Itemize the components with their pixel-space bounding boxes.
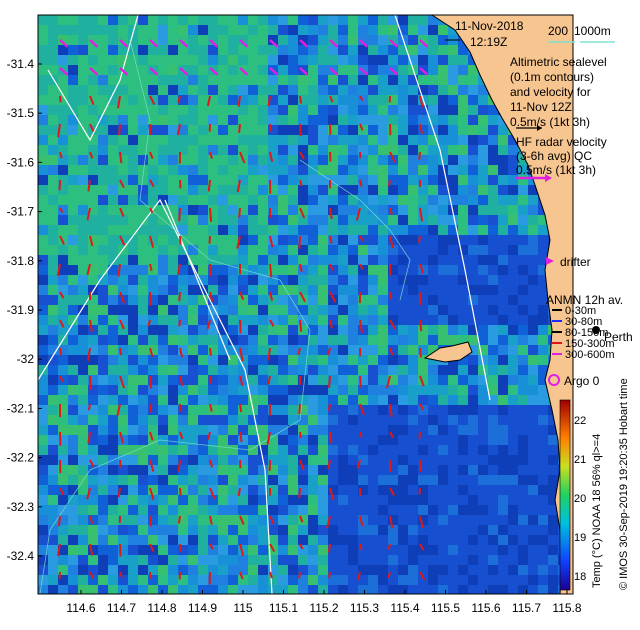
- anmn-entry-label: 300-600m: [565, 349, 615, 361]
- colorbar-tick: 19: [574, 532, 586, 544]
- hf-legend-line: 0.5m/s (1kt 3h): [516, 163, 596, 177]
- argo-label: Argo 0: [564, 374, 600, 388]
- anmn-entry-label: 150-300m: [565, 338, 615, 350]
- anmn-entry-label: 30-80m: [565, 316, 602, 328]
- hf-radar-legend: HF radar velocity(3-6h avg) QC0.5m/s (1k…: [516, 135, 607, 177]
- drifter-label: drifter: [560, 255, 591, 269]
- y-tick-label: -31.6: [7, 155, 35, 169]
- x-tick-label: 115.4: [390, 601, 419, 615]
- x-tick-label: 115: [233, 601, 252, 615]
- x-tick-label: 115.5: [431, 601, 460, 615]
- timestamp-time: 12:19Z: [470, 35, 507, 49]
- altimetry-contours: [38, 15, 491, 594]
- perth-marker: [592, 326, 600, 334]
- altimetry-legend-line: 0.5m/s (1kt 3h): [510, 115, 590, 129]
- colorbar-ticks: 22 21 20 19 18: [574, 415, 586, 583]
- argo-icon: [548, 374, 560, 386]
- altimetry-legend-line: Altimetric sealevel: [510, 55, 607, 69]
- x-tick-label: 115.8: [552, 601, 581, 615]
- y-tick-label: -32.2: [7, 451, 35, 465]
- y-tick-label: -31.9: [7, 303, 35, 317]
- y-tick-label: -31.4: [7, 57, 35, 71]
- place-perth: Perth: [604, 330, 633, 344]
- altimetry-legend-line: 11-Nov 12Z: [510, 100, 572, 114]
- x-tick-label: 115.6: [471, 601, 500, 615]
- altimetry-legend: Altimetric sealevel(0.1m contours)and ve…: [510, 55, 607, 129]
- hf-legend-line: HF radar velocity: [516, 135, 607, 149]
- colorbar-label: Temp (°C) NOAA 18 56% ql>=4: [591, 434, 603, 588]
- x-tick-label: 115.2: [309, 601, 338, 615]
- colorbar-tick: 18: [574, 571, 586, 583]
- depth-legend-1000: 1000m: [574, 24, 611, 38]
- anmn-title: ANMN 12h av.: [546, 293, 623, 307]
- x-tick-label: 115.3: [350, 601, 379, 615]
- island: [423, 341, 473, 363]
- colorbar-tick: 21: [574, 454, 586, 466]
- x-tick-label: 114.8: [147, 601, 176, 615]
- y-tick-label: -32.3: [7, 500, 35, 514]
- drifter-icon: [546, 257, 554, 265]
- depth-contours: [39, 39, 411, 594]
- x-tick-label: 115.7: [512, 601, 541, 615]
- x-tick-label: 114.6: [66, 601, 95, 615]
- sst-pixels: [38, 15, 568, 594]
- x-tick-label: 115.1: [269, 601, 298, 615]
- timestamp-date: 11-Nov-2018: [455, 19, 524, 33]
- altimetry-legend-line: (0.1m contours): [510, 70, 594, 84]
- x-tick-label: 114.7: [107, 601, 136, 615]
- colorbar-tick: 20: [574, 493, 586, 505]
- anmn-entry-label: 0-30m: [565, 305, 596, 317]
- hf-legend-line: (3-6h avg) QC: [516, 149, 592, 163]
- velocity-arrows: [56, 39, 429, 585]
- y-tick-label: -31.7: [7, 205, 35, 219]
- credit: © IMOS 30-Sep-2019 19:20:35 Hobart time: [618, 378, 630, 590]
- colorbar-tick: 22: [574, 415, 586, 427]
- y-tick-label: -32.4: [7, 549, 35, 563]
- y-tick-label: -31.5: [7, 106, 35, 120]
- y-tick-label: -31.8: [7, 254, 35, 268]
- depth-legend-200: 200: [548, 24, 568, 38]
- altimetry-legend-line: and velocity for: [510, 85, 591, 99]
- x-tick-label: 114.9: [188, 601, 217, 615]
- y-tick-label: -32.1: [7, 401, 35, 415]
- y-tick-label: -32: [17, 352, 35, 366]
- colorbar: [559, 399, 571, 591]
